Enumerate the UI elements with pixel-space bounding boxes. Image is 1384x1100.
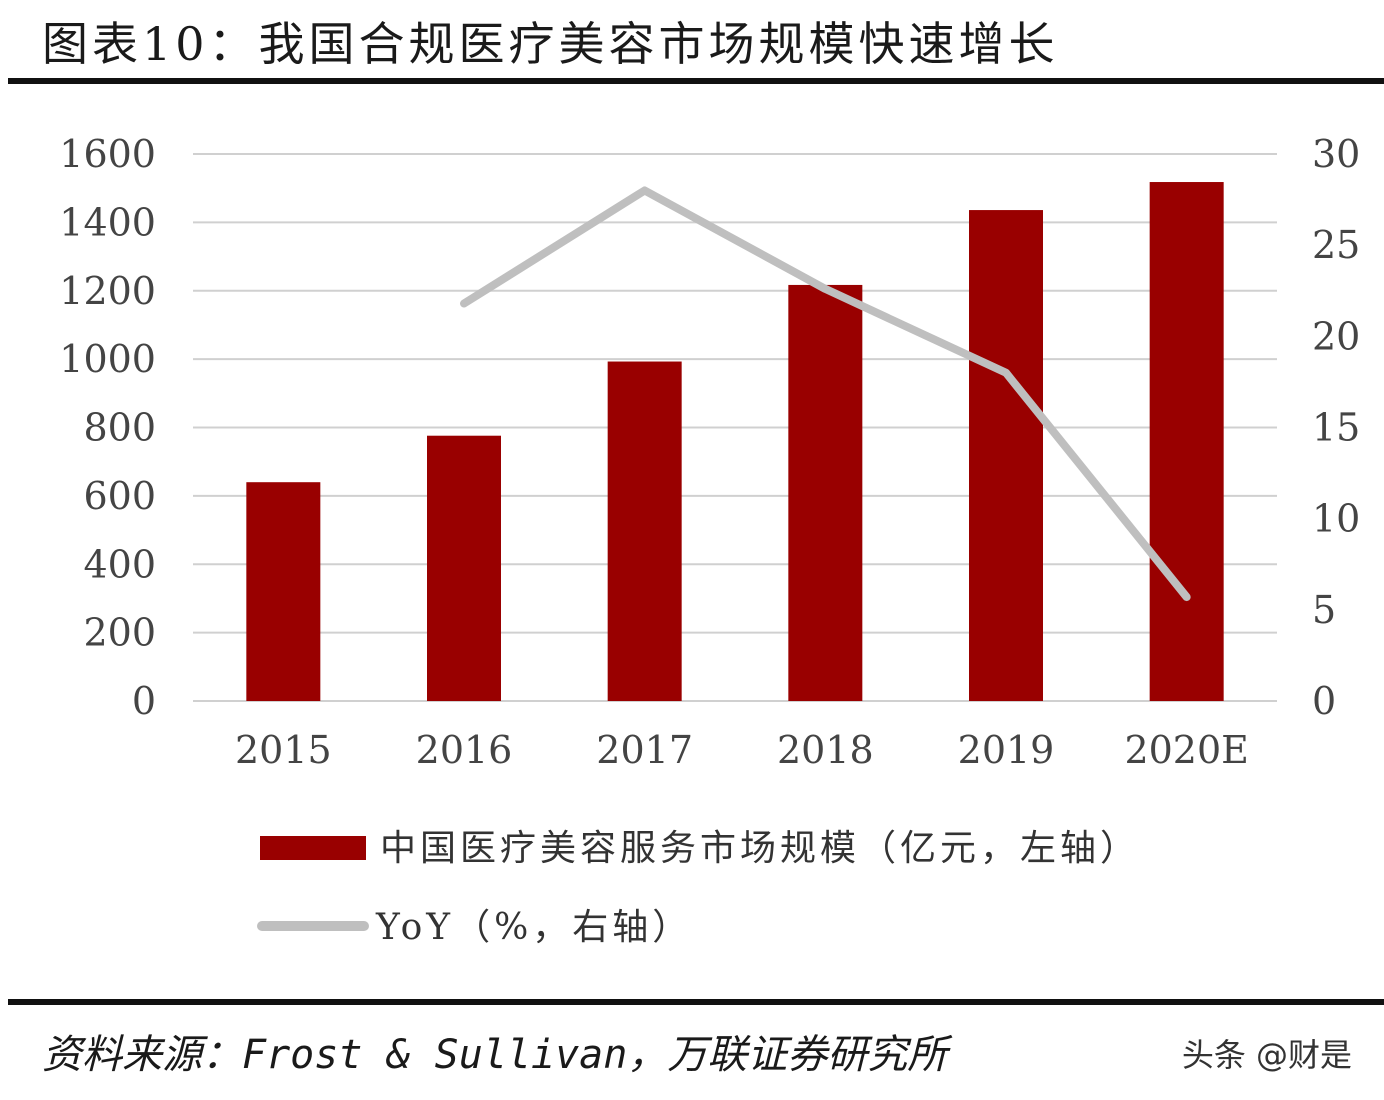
top-rule: [8, 78, 1384, 84]
x-tick-label: 2015: [235, 728, 332, 772]
right-tick-label: 0: [1312, 679, 1336, 723]
left-tick-label: 1000: [59, 337, 156, 381]
line-point: [822, 286, 828, 292]
bottom-rule: [8, 999, 1384, 1005]
left-tick-label: 800: [83, 406, 156, 450]
x-axis-labels: 2015 2016 2017 2018 2019 2020E: [235, 728, 1249, 772]
bar: [788, 285, 862, 701]
bar: [246, 482, 320, 701]
left-tick-label: 200: [83, 611, 156, 655]
legend: 中国医疗美容服务市场规模（亿元，左轴） YoY（%，右轴）: [260, 828, 1140, 948]
x-tick-label: 2017: [596, 728, 693, 772]
right-tick-label: 30: [1312, 132, 1360, 176]
right-tick-label: 25: [1312, 223, 1360, 267]
bar-series: [246, 182, 1223, 701]
watermark: 头条 @财是: [1182, 1030, 1352, 1076]
line-point: [461, 301, 467, 307]
legend-line-label: YoY（%，右轴）: [375, 907, 692, 948]
right-tick-label: 15: [1312, 406, 1360, 450]
bar: [427, 436, 501, 701]
left-tick-label: 400: [83, 542, 156, 586]
x-tick-label: 2016: [416, 728, 513, 772]
left-tick-label: 1600: [59, 132, 156, 176]
combo-chart: 0 200 400 600 800 1000 1200 1400 1600 0 5 10 15 20 25…: [0, 90, 1384, 995]
line-point: [1003, 370, 1009, 376]
x-tick-label: 2019: [958, 728, 1055, 772]
right-tick-label: 10: [1312, 497, 1360, 541]
legend-bar-label: 中国医疗美容服务市场规模（亿元，左轴）: [380, 828, 1140, 869]
line-point: [642, 187, 648, 193]
right-tick-label: 20: [1312, 314, 1360, 358]
right-axis-labels: 0 5 10 15 20 25 30: [1312, 132, 1360, 723]
figure-title: 图表10：我国合规医疗美容市场规模快速增长: [42, 8, 1059, 74]
right-tick-label: 5: [1312, 588, 1336, 632]
bar: [1150, 182, 1224, 701]
left-tick-label: 0: [132, 679, 156, 723]
left-tick-label: 1200: [59, 269, 156, 313]
bar: [608, 362, 682, 701]
line-point: [1184, 594, 1190, 600]
legend-bar-swatch: [260, 836, 366, 860]
x-tick-label: 2018: [777, 728, 874, 772]
source-note: 资料来源：Frost & Sullivan，万联证券研究所: [42, 1022, 947, 1080]
left-axis-labels: 0 200 400 600 800 1000 1200 1400 1600: [59, 132, 156, 723]
left-tick-label: 600: [83, 474, 156, 518]
left-tick-label: 1400: [59, 200, 156, 244]
bar: [969, 210, 1043, 701]
x-tick-label: 2020E: [1124, 728, 1248, 772]
